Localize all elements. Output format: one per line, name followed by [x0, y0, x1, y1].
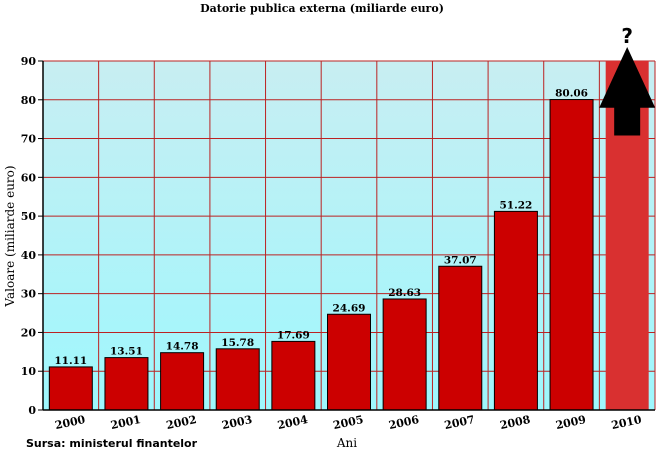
data-label-2007: 37.07	[444, 254, 477, 266]
x-tick-label: 2009	[554, 413, 587, 432]
x-tick-label: 2001	[109, 413, 142, 432]
x-tick-label: 2007	[443, 413, 476, 432]
y-tick-label: 50	[21, 210, 37, 223]
y-axis-label: Valoare (miliarde euro)	[3, 165, 17, 307]
chart-title: Datorie publica externa (miliarde euro)	[200, 2, 444, 15]
bar-2000	[48, 366, 93, 411]
bar-2009	[549, 99, 594, 411]
bar-2004	[271, 340, 316, 411]
bar-2007	[438, 265, 483, 411]
x-tick-label: 2010	[610, 413, 643, 432]
y-tick-label: 0	[28, 404, 36, 417]
data-label-2003: 15.78	[221, 337, 254, 349]
y-tick-label: 10	[21, 365, 37, 378]
y-tick-label: 60	[21, 171, 37, 184]
x-tick-label: 2005	[332, 413, 365, 432]
bar-2002	[160, 352, 205, 411]
data-label-2006: 28.63	[388, 287, 421, 299]
bar-2001	[104, 357, 149, 411]
y-tick-label: 30	[21, 288, 37, 301]
data-label-2000: 11.11	[54, 355, 87, 367]
y-tick-label: 80	[21, 94, 37, 107]
y-axis-ticks: 0 10 20 30 40 50 60 70 80 90	[21, 55, 43, 417]
x-tick-label: 2000	[54, 413, 87, 432]
x-tick-label: 2006	[388, 413, 421, 432]
grid-lines	[43, 60, 656, 410]
up-arrow-icon	[599, 47, 656, 136]
source-note: Sursa: ministerul finantelor	[26, 437, 198, 450]
x-tick-label: 2004	[276, 413, 309, 432]
y-tick-label: 90	[21, 55, 37, 68]
bar-2008	[493, 210, 538, 411]
data-label-2005: 24.69	[333, 302, 366, 314]
y-tick-label: 70	[21, 133, 37, 146]
data-label-2001: 13.51	[110, 346, 143, 358]
data-label-2004: 17.69	[277, 329, 310, 341]
data-label-2008: 51.22	[499, 199, 532, 211]
data-label-2002: 14.78	[166, 341, 199, 353]
data-label-2009: 80.06	[555, 88, 588, 100]
bar-2006	[382, 298, 427, 411]
x-tick-label: 2008	[499, 413, 532, 432]
y-tick-label: 20	[21, 326, 37, 339]
x-tick-label: 2003	[221, 413, 254, 432]
annotation-arrow: ?	[599, 24, 656, 136]
bars	[48, 61, 649, 411]
bar-2005	[327, 313, 371, 411]
question-mark-label: ?	[621, 24, 633, 48]
y-tick-label: 40	[21, 249, 37, 262]
x-tick-label: 2002	[165, 413, 198, 432]
x-axis-ticks: 2000 2001 2002 2003 2004 2005 2006 2007 2008 2009…	[54, 413, 643, 432]
x-axis-label: Ani	[336, 436, 357, 450]
bar-2003	[215, 348, 260, 411]
data-labels: 11.11 13.51 14.78 15.78 17.69 24.69 28.63 37.07…	[54, 88, 588, 367]
